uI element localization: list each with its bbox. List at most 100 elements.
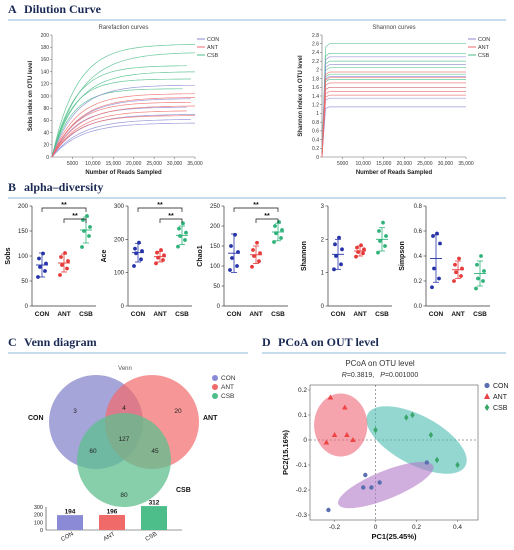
data-point-con <box>437 276 441 281</box>
data-point-ant <box>459 274 463 278</box>
data-point-con <box>438 241 442 246</box>
data-point-csb <box>274 231 278 236</box>
data-point-con <box>235 264 239 268</box>
point-ant <box>350 437 356 442</box>
point-csb <box>434 456 440 464</box>
y-axis-label: Shannon index on OTU level <box>298 55 304 137</box>
legend-label: CON <box>207 37 219 43</box>
data-point-con <box>431 234 435 238</box>
curve-con-6 <box>51 84 196 158</box>
x-tick-label: 0 <box>374 524 378 531</box>
curve-ant-16 <box>51 110 187 158</box>
data-point-csb <box>381 220 385 225</box>
data-point-ant <box>161 258 165 262</box>
legend-label: CSB <box>478 53 490 59</box>
y-tick-label: 1.6 <box>312 85 319 91</box>
data-point-csb <box>87 234 91 238</box>
data-point-ant <box>63 251 67 255</box>
data-point-ant <box>251 248 255 252</box>
data-point-csb <box>176 244 180 249</box>
curve-csb-2 <box>51 65 187 158</box>
y-tick-label: 50 <box>213 284 220 290</box>
bar-csb <box>141 506 167 530</box>
y-tick-label: 140 <box>41 69 50 75</box>
data-point-ant <box>60 263 64 267</box>
panel-d-title: PCoA on OUT level <box>278 335 379 349</box>
data-point-ant <box>154 261 158 266</box>
y-tick-label: 0.8 <box>414 204 423 210</box>
y-tick-label: -0.2 <box>296 487 308 494</box>
y-tick-label: 0 <box>25 304 29 310</box>
bar-value-label: 194 <box>65 509 76 516</box>
panel-b-title: alpha–diversity <box>24 180 103 194</box>
point-con <box>363 472 368 478</box>
data-point-csb <box>183 238 187 242</box>
point-ant <box>323 439 330 445</box>
data-point-ant <box>162 253 166 258</box>
curve-ant-17 <box>51 115 196 158</box>
alpha-plot-sobs: 0 50 100 150 200 Sobs CON ANT CSB ** ** <box>5 202 96 318</box>
x-tick-label: 35,000 <box>187 161 203 167</box>
legend-label: CSB <box>493 405 508 412</box>
data-point-csb <box>474 286 478 291</box>
x-tick-label: 35,000 <box>458 161 474 167</box>
alpha-plot-shannon: 0 1 2 3 Shannon CON ANT CSB <box>301 204 392 318</box>
y-tick-label: 2.6 <box>312 42 319 48</box>
point-csb <box>455 461 460 469</box>
y-tick-label: 2.2 <box>312 59 319 65</box>
x-tick-label: ANT <box>57 311 70 318</box>
data-point-ant <box>355 245 359 250</box>
data-point-con <box>41 251 45 256</box>
y-tick-label: 2 <box>321 237 325 243</box>
x-axis-label: PC1(25.45%) <box>371 532 417 541</box>
data-point-csb <box>476 276 480 281</box>
legend-marker-diamond <box>484 404 490 411</box>
y-tick-label: 250 <box>210 204 221 210</box>
data-point-ant <box>457 256 461 261</box>
panel-d-header: D PCoA on OUT level <box>262 335 506 354</box>
x-tick-label: 30,000 <box>438 161 454 167</box>
significance-bracket <box>63 218 87 223</box>
alpha-plot-chao1: 0 50 100 150 200 250 Chao1 CON ANT CSB ** ** <box>197 202 288 318</box>
data-point-ant <box>252 254 256 258</box>
y-tick-label: 1.4 <box>312 94 319 100</box>
x-tick-label: ANT <box>451 311 464 318</box>
x-axis-label: Number of Reads Sampled <box>356 170 433 176</box>
bar-value-label: 196 <box>107 508 118 515</box>
significance-bracket <box>41 207 87 212</box>
y-axis-label: Sobs index on OTU level <box>28 60 34 131</box>
y-tick-label: 100 <box>114 271 125 277</box>
x-tick-label: CON <box>331 311 346 318</box>
y-tick-label: 180 <box>41 45 50 51</box>
alpha-plot-simpson: 0.0 0.2 0.4 0.6 0.8 Simpson CON ANT CSB <box>399 204 490 318</box>
x-tick-label: 0.2 <box>412 524 421 531</box>
data-point-con <box>334 254 338 258</box>
bar-category-label: ANT <box>103 531 117 542</box>
x-tick-label: 0.4 <box>453 524 462 531</box>
x-tick-label: ANT <box>353 311 366 318</box>
x-axis-label: Number of Reads Sampled <box>85 170 162 176</box>
significance-label: ** <box>61 202 67 209</box>
curve-ant-14 <box>51 101 191 158</box>
curve-csb-0 <box>51 44 195 158</box>
data-point-con <box>233 232 237 237</box>
bar-category-label: CON <box>60 531 75 543</box>
x-tick-label: CSB <box>175 311 189 318</box>
x-tick-label: 15,000 <box>106 161 122 167</box>
data-point-ant <box>356 250 360 254</box>
data-point-ant <box>58 273 62 277</box>
y-tick-label: 0.6 <box>414 229 423 235</box>
data-point-ant <box>452 279 456 283</box>
venn-region-ant-only: 20 <box>174 408 182 415</box>
legend-label: CSB <box>221 393 234 400</box>
data-point-ant <box>354 254 358 259</box>
data-point-con <box>133 246 137 251</box>
data-point-con <box>132 264 136 268</box>
legend-label: ANT <box>493 394 508 401</box>
panel-c-letter: C <box>8 335 17 349</box>
data-point-ant <box>250 264 254 269</box>
data-point-con <box>236 250 240 254</box>
curve-ant-16 <box>321 91 466 158</box>
x-tick-label: 30,000 <box>167 161 183 167</box>
